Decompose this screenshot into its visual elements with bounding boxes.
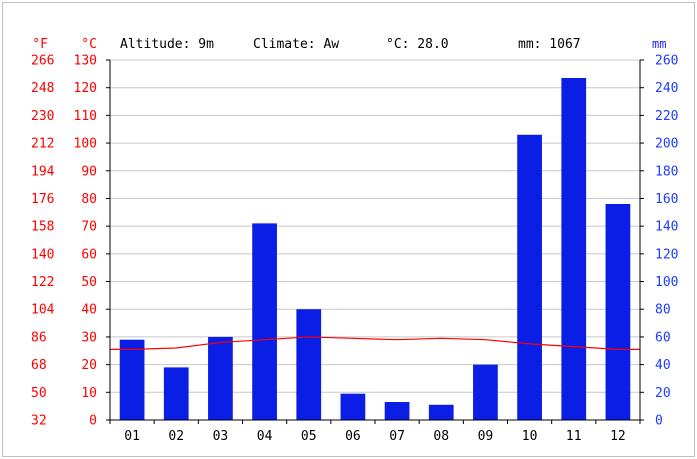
celsius-tick-label: 80 [81, 192, 97, 207]
mm-tick-label: 0 [655, 414, 663, 429]
precipitation-bar-11 [561, 78, 587, 420]
fahrenheit-tick-label: 86 [31, 330, 47, 345]
fahrenheit-ticks: 32 50 68 86 104 122 140 158 176 194 212 230 248 266 [31, 54, 55, 429]
mm-tick-label: 160 [655, 192, 678, 207]
celsius-tick-label: 70 [81, 220, 97, 235]
mm-tick-label: 200 [655, 137, 678, 152]
precipitation-bar-07 [384, 402, 410, 420]
month-tick-label: 12 [610, 429, 626, 444]
celsius-tick-label: 110 [74, 109, 97, 124]
fahrenheit-tick-label: 230 [31, 109, 54, 124]
mm-tick-label: 240 [655, 81, 678, 96]
month-ticks: 01 02 03 04 05 06 07 08 09 10 11 12 [124, 429, 625, 444]
fahrenheit-tick-label: 140 [31, 247, 54, 262]
month-tick-label: 10 [522, 429, 538, 444]
precipitation-bar-06 [340, 393, 366, 420]
month-tick-label: 01 [124, 429, 140, 444]
celsius-tick-label: 90 [81, 164, 97, 179]
fahrenheit-unit-label: °F [32, 37, 48, 52]
precipitation-bar-08 [428, 404, 454, 420]
axes [106, 59, 644, 424]
month-tick-label: 06 [345, 429, 361, 444]
celsius-tick-label: 20 [81, 358, 97, 373]
temperature-line-group [110, 336, 640, 350]
altitude-label: Altitude: 9m [120, 37, 214, 52]
mm-tick-label: 140 [655, 220, 678, 235]
fahrenheit-tick-label: 194 [31, 164, 55, 179]
month-tick-label: 07 [389, 429, 405, 444]
fahrenheit-tick-label: 176 [31, 192, 54, 207]
celsius-tick-label: 130 [74, 54, 97, 69]
celsius-ticks: 0 10 20 30 40 50 60 70 80 90 100 110 120 130 [74, 54, 97, 429]
month-tick-label: 08 [433, 429, 449, 444]
climate-label: Climate: Aw [253, 37, 339, 52]
mm-ticks: 0 20 40 60 80 100 120 140 160 180 200 220 240 260 [655, 54, 678, 429]
month-tick-label: 05 [301, 429, 317, 444]
month-tick-label: 11 [566, 429, 582, 444]
mm-tick-label: 40 [655, 358, 671, 373]
month-tick-label: 09 [478, 429, 494, 444]
fahrenheit-tick-label: 248 [31, 81, 54, 96]
precipitation-bar-09 [473, 364, 498, 420]
mm-tick-label: 60 [655, 330, 671, 345]
fahrenheit-tick-label: 68 [31, 358, 47, 373]
fahrenheit-tick-label: 266 [31, 54, 54, 69]
mm-tick-label: 220 [655, 109, 678, 124]
mm-tick-label: 20 [655, 386, 671, 401]
celsius-tick-label: 50 [81, 275, 97, 290]
month-tick-label: 04 [257, 429, 273, 444]
precipitation-bars [119, 78, 631, 420]
grid-lines [110, 59, 640, 393]
precipitation-bar-12 [605, 204, 631, 420]
precipitation-bar-03 [208, 336, 233, 420]
climate-chart: Altitude: 9m Climate: Aw °C: 28.0 mm: 10… [31, 37, 678, 444]
fahrenheit-tick-label: 104 [31, 303, 55, 318]
mm-tick-label: 120 [655, 247, 678, 262]
fahrenheit-tick-label: 158 [31, 220, 54, 235]
celsius-tick-label: 40 [81, 303, 97, 318]
celsius-tick-label: 30 [81, 330, 97, 345]
mm-unit-label: mm [652, 37, 666, 51]
mm-tick-label: 260 [655, 54, 678, 69]
precipitation-bar-02 [163, 367, 189, 420]
celsius-tick-label: 120 [74, 81, 97, 96]
precipitation-bar-05 [296, 309, 322, 420]
fahrenheit-tick-label: 122 [31, 275, 54, 290]
celsius-tick-label: 0 [89, 414, 97, 429]
celsius-unit-label: °C [81, 37, 97, 52]
precipitation-bar-04 [252, 223, 277, 420]
fahrenheit-tick-label: 32 [31, 414, 47, 429]
mm-tick-label: 180 [655, 164, 678, 179]
precip-total-label: mm: 1067 [518, 37, 581, 52]
celsius-tick-label: 100 [74, 137, 97, 152]
avg-temp-label: °C: 28.0 [386, 37, 449, 52]
month-tick-label: 02 [168, 429, 184, 444]
fahrenheit-tick-label: 212 [31, 137, 54, 152]
precipitation-bar-01 [119, 339, 145, 420]
precipitation-bar-10 [517, 134, 542, 420]
fahrenheit-tick-label: 50 [31, 386, 47, 401]
month-tick-label: 03 [213, 429, 229, 444]
mm-tick-label: 80 [655, 303, 671, 318]
celsius-tick-label: 10 [81, 386, 97, 401]
temperature-line [110, 336, 640, 350]
mm-tick-label: 100 [655, 275, 678, 290]
celsius-tick-label: 60 [81, 247, 97, 262]
